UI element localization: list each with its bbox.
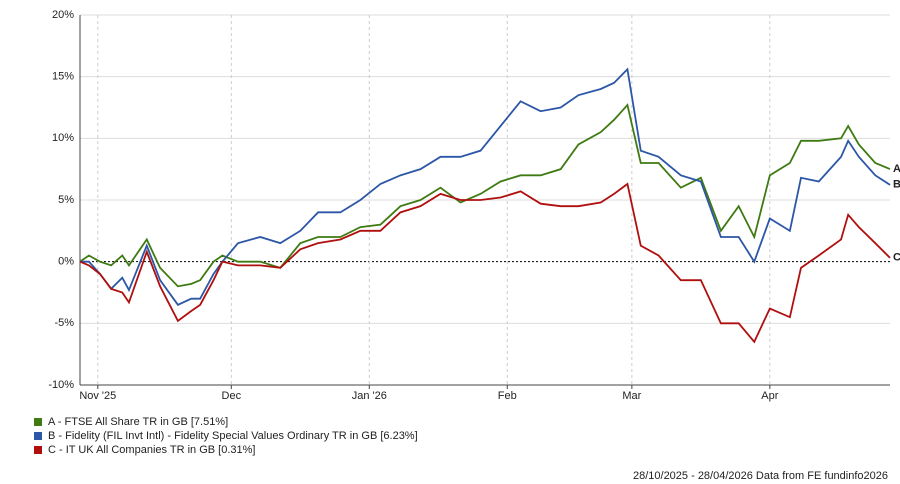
- y-tick-label: -5%: [54, 317, 74, 329]
- x-tick-label: Mar: [622, 390, 641, 402]
- legend-label: A - FTSE All Share TR in GB [7.51%]: [48, 416, 228, 428]
- y-tick-label: 0%: [58, 256, 74, 268]
- legend-swatch: [34, 432, 42, 440]
- y-tick-label: -10%: [48, 379, 74, 391]
- series-line: [79, 103, 891, 288]
- legend-label: C - IT UK All Companies TR in GB [0.31%]: [48, 444, 255, 456]
- x-tick-label: Apr: [761, 390, 778, 402]
- x-tick-label: Nov '25: [79, 390, 116, 402]
- end-label: A: [893, 163, 900, 175]
- end-label: C: [893, 252, 900, 264]
- y-tick-label: 10%: [52, 132, 74, 144]
- y-tick-label: 5%: [58, 194, 74, 206]
- y-tick-label: 15%: [52, 71, 74, 83]
- x-tick-label: Jan '26: [352, 390, 387, 402]
- x-tick-label: Feb: [498, 390, 517, 402]
- end-label: B: [893, 179, 900, 191]
- legend-label: B - Fidelity (FIL Invt Intl) - Fidelity …: [48, 430, 418, 442]
- series-line: [80, 67, 891, 306]
- legend-swatch: [34, 446, 42, 454]
- x-tick-label: Dec: [222, 390, 242, 402]
- series-line: [79, 182, 891, 344]
- legend-swatch: [34, 418, 42, 426]
- footer: 28/10/2025 - 28/04/2026 Data from FE fun…: [633, 470, 888, 482]
- y-tick-label: 20%: [52, 9, 74, 21]
